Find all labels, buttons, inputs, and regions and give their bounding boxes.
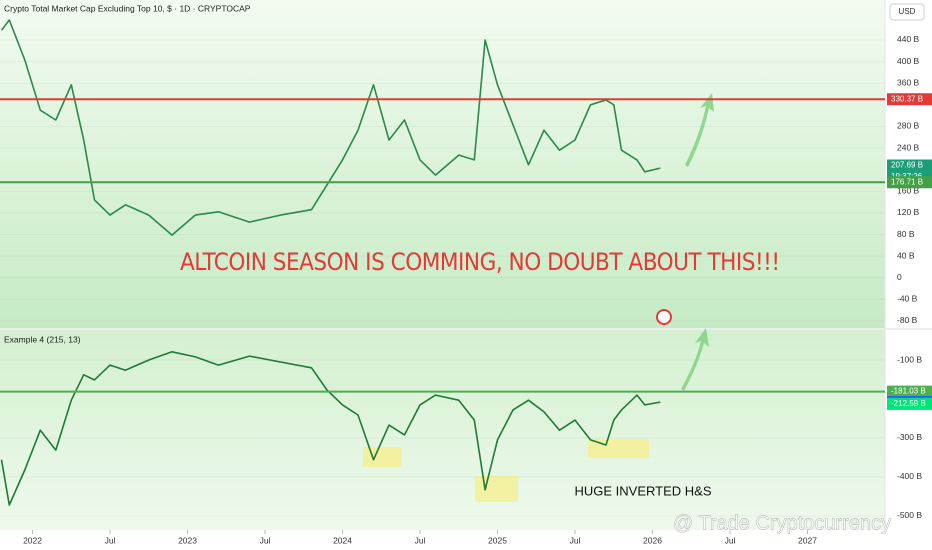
price-label: 176.71 B [891,177,923,186]
y-tick-label: 40 B [897,250,915,260]
y-tick-label: 360 B [897,77,920,87]
price-line [0,351,661,506]
y-tick-label: -100 B [897,354,922,364]
x-tick-label: Jul [105,535,116,545]
y-tick-label: 240 B [897,142,920,152]
watermark: @ Trade Cryptocurrency [673,512,891,534]
price-label-box [887,397,932,410]
currency-button[interactable] [889,3,925,21]
price-label-box [887,385,932,398]
x-tick-label: 2024 [333,535,352,545]
price-label-box [887,176,932,189]
x-tick-label: Jul [415,535,426,545]
x-tick-label: 2023 [178,535,197,545]
x-tick-label: Jul [725,535,736,545]
x-tick-label: 2026 [643,535,662,545]
y-tick-label: 440 B [897,34,920,44]
y-tick-label: -500 B [897,510,922,520]
y-tick-label: 120 B [897,207,920,217]
annotation: HUGE INVERTED H&S [574,483,711,498]
event-icon[interactable] [656,309,672,325]
y-tick-label: 80 B [897,229,915,239]
arrow [685,93,714,167]
highlight-box [475,476,518,502]
y-tick-label: -40 B [897,294,918,304]
price-label: -212.59 B [891,399,926,408]
price-label: 330.37 B [891,94,923,103]
price-line [0,19,661,236]
price-label: -181.03 B [891,387,926,396]
x-tick-label: 2027 [798,535,817,545]
annotation: ALTCOIN SEASON IS COMMING, NO DOUBT ABOU… [180,248,780,276]
currency: USD [899,7,916,16]
y-tick-label: 280 B [897,121,920,131]
x-tick-label: Jul [260,535,271,545]
y-tick-label: -80 B [897,315,918,325]
highlight-box [363,447,402,467]
chart-title: Crypto Total Market Cap Excluding Top 10… [4,3,251,13]
y-tick-label: -400 B [897,471,922,481]
price-label-box [887,93,932,106]
pane-background [0,0,885,328]
indicator-title: Example 4 (215, 13) [4,334,81,344]
x-tick-label: 2025 [488,535,507,545]
price-label: 207.69 B [891,161,923,170]
x-tick-label: 2022 [23,535,42,545]
y-tick-label: 400 B [897,56,920,66]
y-tick-label: -300 B [897,432,922,442]
x-tick-label: Jul [570,535,581,545]
y-tick-label: 0 [897,272,902,282]
y-tick-label: 160 B [897,186,920,196]
price-label-box [887,159,932,172]
pane-background [0,330,885,530]
arrow [681,328,709,391]
